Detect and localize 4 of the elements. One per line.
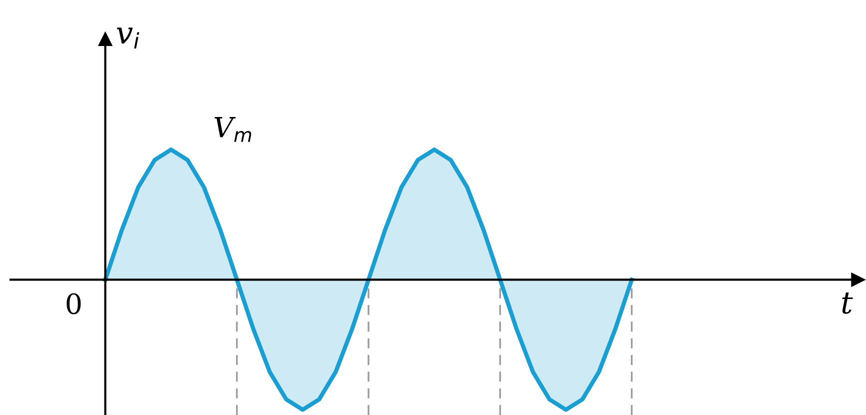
text: t <box>842 292 853 314</box>
text: 0 <box>66 293 81 314</box>
y-axis-title: v$_{i}$ <box>116 28 140 49</box>
text: V$_{m}$ <box>214 117 252 142</box>
